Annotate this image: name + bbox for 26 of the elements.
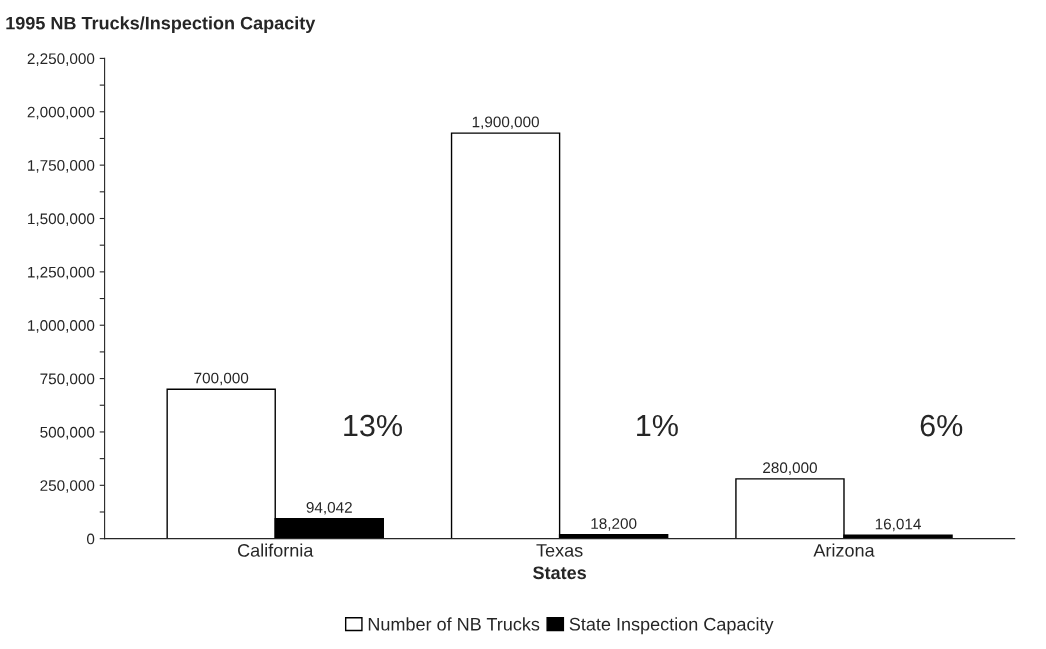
y-tick-label: 0 <box>86 533 95 545</box>
data-label: 280,000 <box>763 462 817 475</box>
y-tick-label: 250,000 <box>40 480 95 493</box>
chart-title: 1995 NB Trucks/Inspection Capacity <box>6 16 316 34</box>
data-label: 18,200 <box>591 518 637 531</box>
y-tick-label: 1,000,000 <box>28 320 95 333</box>
legend-label: Number of NB Trucks <box>368 617 540 631</box>
data-label: 700,000 <box>194 372 249 386</box>
y-tick-label: 500,000 <box>40 426 95 440</box>
x-axis-title: States <box>533 566 586 580</box>
y-tick-label: 2,000,000 <box>27 106 95 120</box>
x-tick-label: California <box>238 543 314 557</box>
data-label: 94,042 <box>306 501 352 515</box>
legend-label: State Inspection Capacity <box>569 617 774 635</box>
y-tick-label: 2,250,000 <box>27 53 95 66</box>
y-tick-label: 1,250,000 <box>28 266 95 280</box>
data-label: 1,900,000 <box>472 116 539 130</box>
annotation: 13% <box>344 414 402 437</box>
x-tick-label: Arizona <box>813 543 875 557</box>
data-label: 16,014 <box>875 518 921 532</box>
y-tick-label: 1,750,000 <box>28 160 95 173</box>
y-tick-label: 1,500,000 <box>28 213 95 226</box>
y-tick-label: 750,000 <box>40 373 95 387</box>
annotation: 1% <box>637 414 678 437</box>
annotation: 6% <box>920 414 963 437</box>
x-tick-label: Texas <box>536 544 583 557</box>
